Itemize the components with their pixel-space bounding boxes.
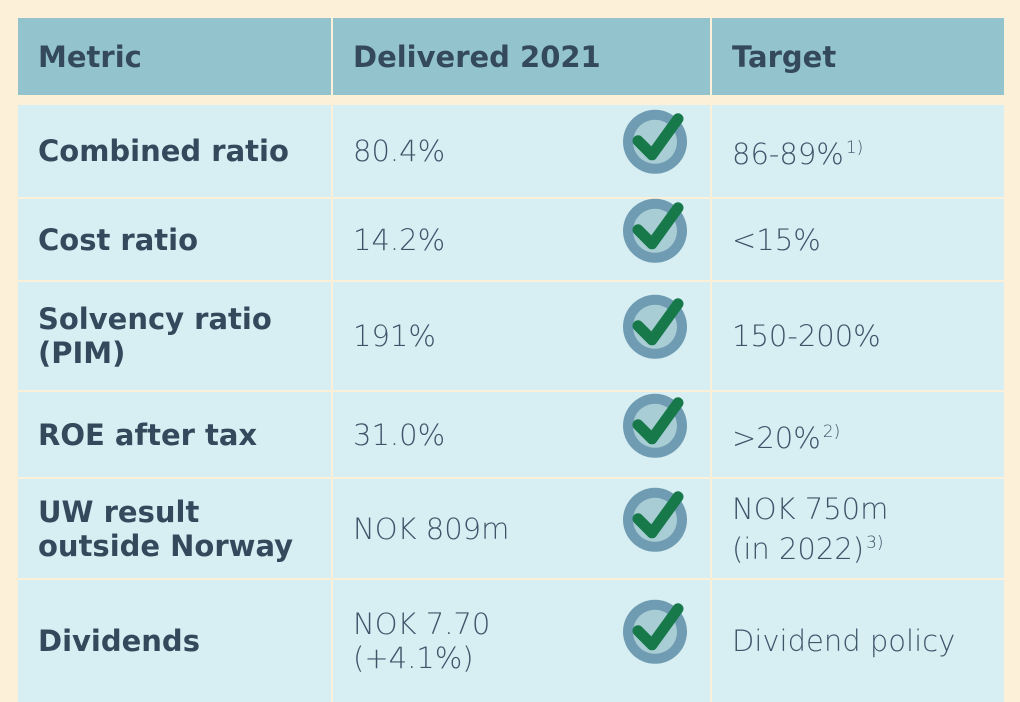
delivered-cell: 80.4% (333, 105, 710, 197)
target-cell: 86-89% 1) (712, 105, 1004, 197)
metric-cell: Solvency ratio (PIM) (18, 282, 331, 390)
target-cell: NOK 750m (in 2022) 3) (712, 479, 1004, 578)
delivered-cell: NOK 7.70 (+4.1%) (333, 580, 710, 702)
check-icon (623, 393, 687, 458)
metric-cell: Combined ratio (18, 105, 331, 197)
table-row: Solvency ratio (PIM) 191% 150-200% (18, 282, 1004, 390)
table-row: Cost ratio 14.2% <15% (18, 198, 1004, 280)
header-text: Delivered 2021 (353, 39, 601, 74)
delivered-text: NOK 809m (353, 511, 510, 546)
metric-text: Cost ratio (38, 222, 199, 257)
check (620, 482, 690, 559)
header-cell: Target (712, 18, 1004, 95)
target-text: 150-200% (732, 319, 881, 353)
check (620, 290, 690, 367)
check-icon (623, 599, 687, 664)
delivered-text: (+4.1%) (353, 641, 474, 675)
target-line: Dividend policy (732, 624, 1004, 658)
target-line: NOK 750m (732, 492, 1004, 526)
target-line: 150-200% (732, 319, 1004, 353)
delivered-text: 14.2% (353, 222, 446, 257)
metric-cell: UW result outside Norway (18, 479, 331, 578)
table-row: Combined ratio 80.4% 86-89% 1) (18, 105, 1004, 197)
metric-text: Dividends (38, 624, 200, 658)
check-icon (623, 294, 687, 359)
target-text: <15% (732, 222, 821, 257)
target-line: (in 2022) 3) (732, 526, 1004, 566)
check-icon (623, 198, 687, 263)
table-row: Dividends NOK 7.70 (+4.1%) Dividend policy (18, 580, 1004, 702)
metric-text: ROE after tax (38, 417, 258, 452)
target-line: 86-89% 1) (732, 131, 1004, 171)
check (620, 105, 690, 182)
delivered-text: NOK 7.70 (353, 607, 491, 641)
delivered-text: 31.0% (353, 417, 446, 452)
check-icon (623, 487, 687, 552)
target-text: Dividend policy (732, 624, 956, 658)
metric-text: Solvency ratio (38, 302, 272, 336)
target-cell: 150-200% (712, 282, 1004, 390)
target-cell: <15% (712, 199, 1004, 280)
delivered-text: 80.4% (353, 134, 446, 168)
check (620, 388, 690, 465)
check (620, 595, 690, 672)
metric-text: UW result (38, 494, 200, 529)
delivered-cell: 14.2% (333, 198, 710, 280)
target-text: >20% (732, 420, 821, 455)
header-text: Metric (38, 39, 142, 74)
metric-text: (PIM) (38, 336, 126, 370)
metric-cell: Cost ratio (18, 199, 331, 280)
metric-text: outside Norway (38, 528, 294, 563)
delivered-cell: NOK 809m (333, 479, 710, 578)
check-icon (623, 109, 687, 174)
target-cell: >20% 2) (712, 392, 1004, 477)
target-cell: Dividend policy (712, 580, 1004, 702)
metric-cell: ROE after tax (18, 392, 331, 477)
header-text: Target (732, 39, 837, 74)
target-line: >20% 2) (732, 415, 1004, 455)
table-row: ROE after tax 31.0% >20% 2) (18, 392, 1004, 477)
target-line: <15% (732, 223, 1004, 257)
footnote-ref: 1) (845, 138, 864, 158)
metric-text: Combined ratio (38, 134, 289, 168)
target-text: 86-89% (732, 137, 844, 171)
header-cell: Delivered 2021 (333, 18, 710, 95)
footnote-ref: 3) (866, 532, 884, 553)
delivered-cell: 31.0% (333, 392, 710, 477)
check (620, 193, 690, 270)
metric-cell: Dividends (18, 580, 331, 702)
footnote-ref: 2) (822, 421, 841, 442)
target-text: NOK 750m (732, 491, 889, 526)
header-row: Metric Delivered 2021 Target (18, 18, 1004, 95)
delivered-text: 191% (353, 319, 436, 353)
target-text: (in 2022) (732, 531, 865, 566)
header-cell: Metric (18, 18, 331, 95)
table-row: UW result outside Norway NOK 809m NOK 750m(… (18, 479, 1004, 578)
delivered-cell: 191% (333, 282, 710, 390)
